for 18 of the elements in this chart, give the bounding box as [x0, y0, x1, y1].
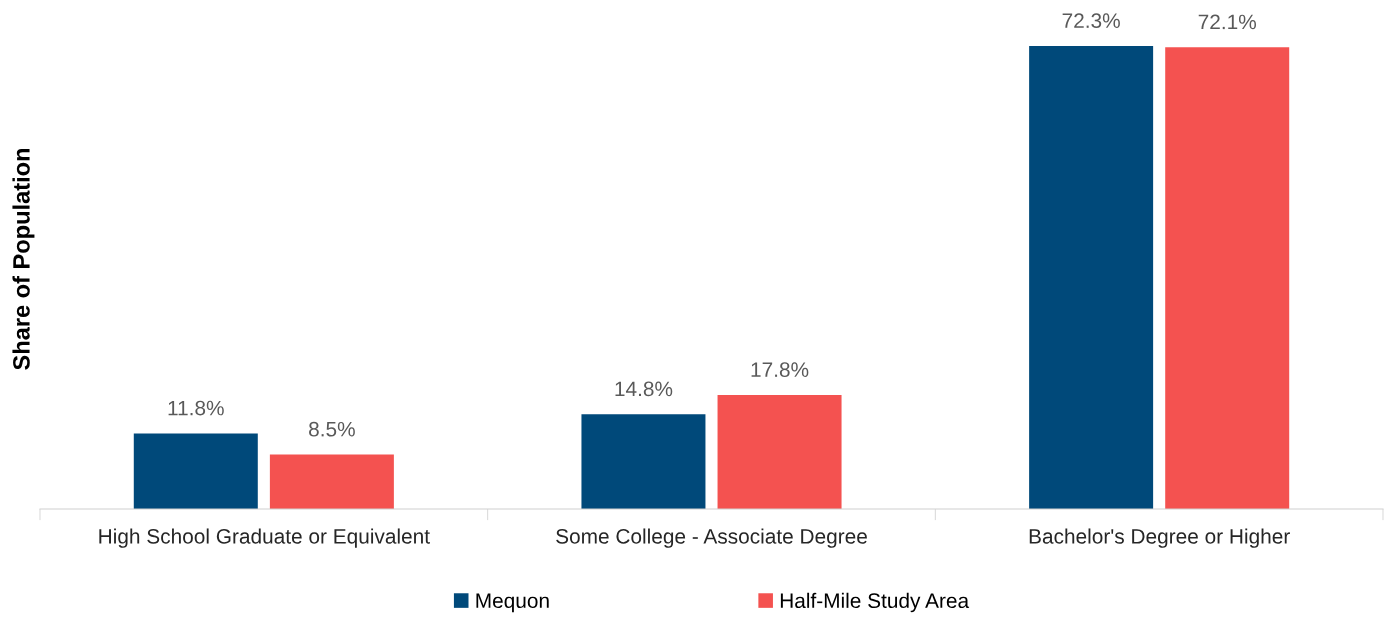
data-label: 72.1% [1198, 14, 1257, 30]
data-label: 17.8% [751, 362, 809, 378]
x-tick-label: Some College - Associate Degree [556, 528, 867, 548]
data-label: 11.8% [168, 400, 224, 416]
y-axis-title: Share of Population [12, 148, 35, 370]
x-tick-label: Bachelor's Degree or Higher [1029, 528, 1290, 548]
bar [581, 414, 706, 509]
bar [1029, 46, 1154, 509]
bar [133, 433, 258, 509]
bar [717, 395, 842, 509]
bar [269, 454, 394, 509]
x-tick-label: High School Graduate or Equivalent [99, 528, 430, 548]
bar [1165, 47, 1290, 509]
data-label: 8.5% [309, 421, 355, 437]
data-label: 72.3% [1062, 13, 1120, 29]
data-label: 14.8% [615, 381, 673, 397]
legend-label: Half-Mile Study Area [780, 592, 970, 613]
legend-label: Mequon [476, 593, 549, 613]
